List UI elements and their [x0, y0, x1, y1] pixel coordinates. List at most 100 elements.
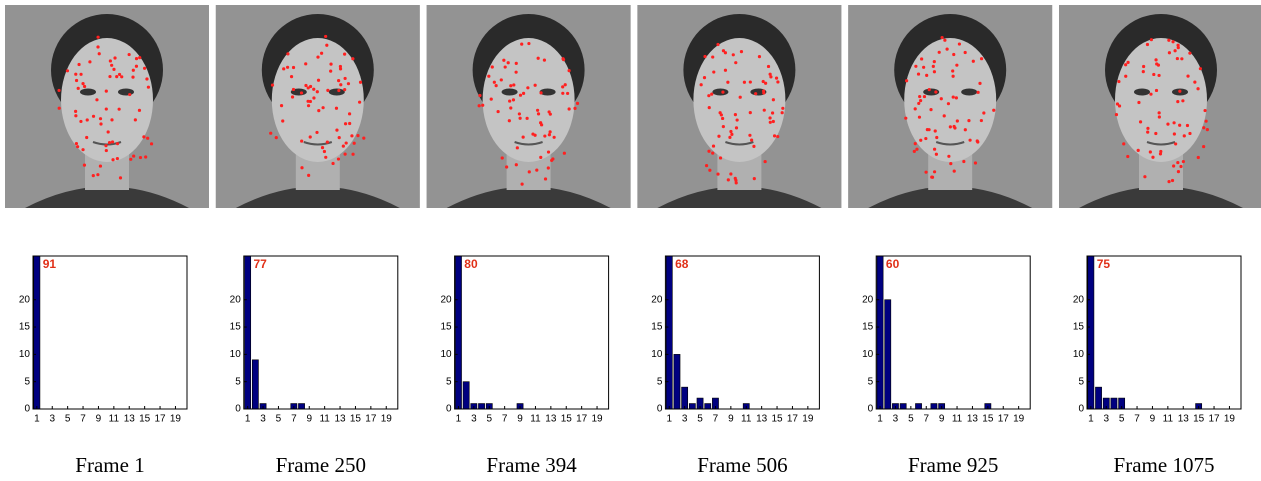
face [904, 38, 997, 162]
bar [673, 354, 681, 409]
feature-point [329, 62, 333, 66]
feature-point [919, 99, 923, 103]
feature-point [306, 86, 310, 90]
feature-point [138, 155, 143, 160]
feature-point [316, 55, 320, 59]
feature-point [490, 65, 494, 69]
bar [930, 403, 938, 409]
x-tick-label: 5 [65, 414, 71, 425]
feature-point [274, 136, 278, 140]
feature-point [500, 156, 504, 160]
x-tick-label: 7 [923, 414, 929, 425]
feature-point [1157, 73, 1161, 78]
feature-point [65, 69, 70, 73]
feature-point [146, 85, 151, 89]
feature-point [955, 119, 959, 123]
feature-point [348, 121, 352, 126]
feature-point [120, 75, 124, 79]
axes-box [32, 255, 188, 410]
feature-point [776, 80, 780, 84]
feature-point [477, 104, 481, 108]
x-tick-label: 17 [365, 414, 377, 425]
feature-point [315, 130, 319, 135]
feature-point [703, 54, 707, 59]
y-tick-label: 15 [1073, 322, 1085, 333]
feature-point [939, 97, 943, 101]
feature-point [1174, 142, 1178, 146]
feature-point [496, 109, 500, 114]
feature-point [300, 139, 304, 143]
feature-point [312, 87, 316, 91]
x-tick-label: 13 [967, 414, 979, 425]
plot [665, 256, 750, 409]
feature-point [108, 59, 112, 63]
feature-point [520, 182, 524, 186]
shirt [235, 186, 400, 208]
feature-point [1180, 57, 1184, 61]
feature-point [704, 164, 709, 168]
feature-point [550, 158, 554, 163]
feature-point [973, 161, 978, 165]
x-tick-label: 5 [276, 414, 282, 425]
x-tick-label: 5 [486, 414, 492, 425]
feature-point [320, 51, 324, 55]
feature-point [947, 154, 951, 158]
feature-point [337, 136, 341, 140]
shirt [446, 186, 611, 208]
feature-point [937, 50, 941, 54]
feature-point [1167, 38, 1171, 42]
feature-point [952, 169, 956, 173]
feature-point [917, 115, 922, 119]
feature-point [117, 72, 122, 77]
feature-point [752, 176, 756, 181]
feature-point [1149, 38, 1154, 42]
feature-point [780, 111, 784, 115]
feature-point [548, 112, 552, 116]
bar [704, 403, 712, 409]
feature-point [1136, 148, 1140, 153]
y-tick-label: 15 [862, 322, 874, 333]
feature-point [138, 56, 142, 60]
feature-point [347, 112, 352, 116]
y-tick-label: 15 [230, 322, 242, 333]
feature-point [343, 52, 347, 56]
feature-point [343, 122, 348, 126]
feature-point [971, 59, 975, 63]
y-tick-label: 0 [24, 404, 30, 415]
feature-point [976, 90, 980, 94]
feature-point [1114, 112, 1119, 117]
feature-point [344, 141, 348, 145]
feature-point [1158, 152, 1163, 156]
feature-point [539, 91, 543, 95]
feature-point [325, 140, 329, 144]
mouth [1146, 141, 1176, 146]
x-tick-label: 15 [139, 414, 151, 425]
x-tick-label: 7 [713, 414, 719, 425]
feature-point [308, 99, 312, 104]
shirt [657, 186, 822, 208]
feature-point [1175, 56, 1179, 61]
feature-point [362, 136, 366, 140]
feature-point [1124, 74, 1128, 78]
feature-point [721, 125, 725, 129]
feature-point [1137, 100, 1141, 105]
feature-point [527, 41, 531, 46]
value-label: 75 [1097, 257, 1111, 271]
feature-point [764, 81, 768, 85]
feature-point [142, 66, 147, 70]
feature-point [954, 96, 958, 100]
feature-point [509, 84, 513, 88]
feature-point [904, 79, 909, 83]
feature-point [955, 63, 959, 67]
feature-point [98, 117, 103, 121]
feature-point [933, 129, 937, 133]
feature-point [917, 101, 921, 106]
feature-point [566, 91, 570, 96]
y-tick-label: 10 [19, 349, 31, 360]
bar [1118, 397, 1126, 409]
feature-point [757, 55, 762, 59]
feature-point [57, 106, 61, 110]
feature-point [948, 125, 952, 129]
feature-point [748, 111, 752, 115]
frame-caption: Frame 250 [276, 453, 366, 477]
